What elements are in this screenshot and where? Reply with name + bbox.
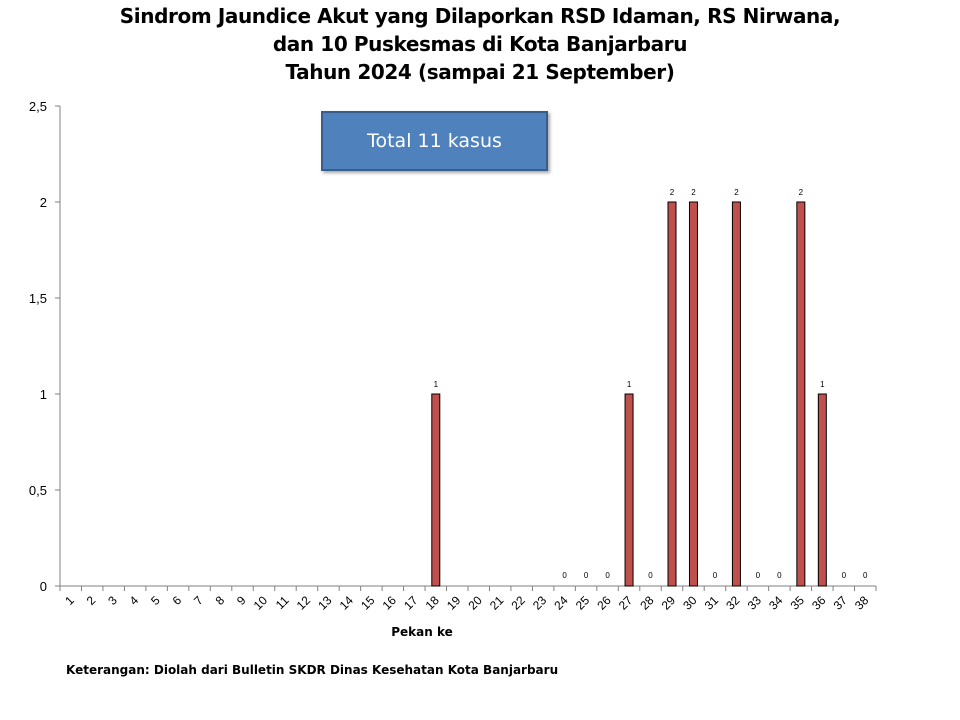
x-tick-label: 32 bbox=[723, 593, 743, 613]
x-tick-label: 3 bbox=[105, 593, 120, 608]
x-tick-label: 36 bbox=[809, 593, 829, 613]
x-tick-label: 17 bbox=[401, 593, 421, 613]
x-tick-label: 33 bbox=[745, 593, 765, 613]
data-label: 1 bbox=[820, 380, 825, 389]
x-tick-label: 31 bbox=[702, 593, 722, 613]
x-tick-label: 11 bbox=[273, 593, 292, 612]
x-tick-label: 29 bbox=[659, 593, 679, 613]
x-tick-label: 30 bbox=[680, 593, 700, 613]
callout-text: Total 11 kasus bbox=[367, 130, 502, 152]
data-label: 0 bbox=[842, 571, 847, 580]
x-tick-label: 20 bbox=[466, 593, 486, 613]
x-tick-label: 16 bbox=[380, 593, 400, 613]
x-tick-label: 25 bbox=[573, 593, 593, 613]
data-label: 0 bbox=[648, 571, 653, 580]
bar bbox=[688, 201, 698, 587]
x-tick-label: 37 bbox=[831, 593, 851, 613]
x-tick-label: 27 bbox=[616, 593, 636, 613]
x-tick-label: 15 bbox=[358, 593, 378, 613]
data-label: 0 bbox=[863, 571, 868, 580]
y-tick-label: 0 bbox=[40, 579, 47, 594]
x-tick-label: 21 bbox=[487, 593, 507, 613]
data-label: 0 bbox=[562, 571, 567, 580]
chart-title: Sindrom Jaundice Akut yang Dilaporkan RS… bbox=[0, 2, 960, 86]
data-label: 2 bbox=[734, 188, 739, 197]
x-tick-label: 14 bbox=[337, 593, 357, 613]
bar bbox=[667, 201, 677, 587]
total-cases-callout: Total 11 kasus bbox=[321, 111, 548, 171]
x-tick-label: 34 bbox=[766, 593, 786, 613]
y-tick-label: 1,5 bbox=[29, 291, 47, 306]
y-tick-label: 2 bbox=[40, 195, 47, 210]
x-tick-label: 35 bbox=[788, 593, 808, 613]
title-line-1: Sindrom Jaundice Akut yang Dilaporkan RS… bbox=[119, 4, 841, 28]
data-label: 0 bbox=[713, 571, 718, 580]
footnote: Keterangan: Diolah dari Bulletin SKDR Di… bbox=[66, 663, 559, 677]
x-tick-label: 23 bbox=[530, 593, 550, 613]
x-tick-label: 12 bbox=[294, 593, 314, 613]
data-label: 2 bbox=[670, 188, 675, 197]
y-tick-label: 1 bbox=[40, 387, 47, 402]
x-tick-label: 38 bbox=[852, 593, 872, 613]
data-label: 0 bbox=[584, 571, 589, 580]
x-tick-label: 9 bbox=[234, 593, 249, 608]
x-axis-title: Pekan ke bbox=[391, 625, 453, 639]
bar bbox=[624, 393, 634, 587]
x-tick-label: 4 bbox=[127, 593, 142, 608]
bar bbox=[731, 201, 741, 587]
x-tick-label: 28 bbox=[637, 593, 657, 613]
y-tick-label: 0,5 bbox=[29, 483, 47, 498]
y-tick-label: 2,5 bbox=[29, 99, 47, 114]
x-tick-label: 13 bbox=[315, 593, 335, 613]
x-tick-label: 2 bbox=[84, 593, 99, 608]
x-tick-label: 6 bbox=[170, 593, 185, 608]
bar bbox=[796, 201, 806, 587]
data-label: 2 bbox=[691, 188, 696, 197]
data-label: 2 bbox=[799, 188, 804, 197]
x-tick-label: 18 bbox=[423, 593, 443, 613]
data-label: 0 bbox=[756, 571, 761, 580]
bar bbox=[817, 393, 827, 587]
data-label: 0 bbox=[605, 571, 610, 580]
x-tick-label: 22 bbox=[508, 593, 528, 613]
x-tick-label: 19 bbox=[444, 593, 464, 613]
data-label: 1 bbox=[627, 380, 632, 389]
bar bbox=[431, 393, 441, 587]
x-tick-label: 5 bbox=[148, 593, 163, 608]
title-line-3: Tahun 2024 (sampai 21 September) bbox=[285, 60, 675, 84]
x-tick-label: 8 bbox=[213, 593, 228, 608]
x-tick-label: 24 bbox=[551, 593, 571, 613]
x-tick-label: 10 bbox=[251, 593, 271, 613]
data-label: 0 bbox=[777, 571, 782, 580]
data-label: 1 bbox=[434, 380, 439, 389]
title-line-2: dan 10 Puskesmas di Kota Banjarbaru bbox=[272, 32, 688, 56]
x-tick-label: 1 bbox=[62, 593, 77, 608]
x-tick-label: 7 bbox=[191, 593, 206, 608]
x-tick-label: 26 bbox=[594, 593, 614, 613]
